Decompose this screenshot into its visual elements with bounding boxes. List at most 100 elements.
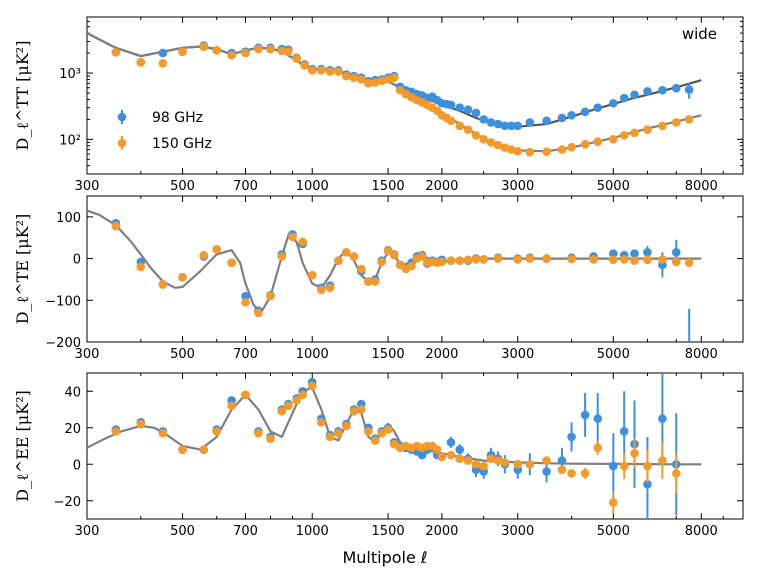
x-tick-label: 3000 — [501, 179, 534, 194]
data-point — [227, 51, 236, 60]
legend-marker — [117, 112, 127, 122]
data-point — [334, 428, 343, 438]
data-point — [241, 298, 250, 307]
data-point — [542, 456, 551, 465]
y-axis-label: D_ℓ^EE [μK²] — [13, 390, 32, 502]
data-point — [437, 452, 447, 462]
x-tick-label: 2000 — [425, 347, 458, 362]
data-point — [580, 469, 590, 478]
data-point — [557, 113, 567, 123]
x-tick-label: 5000 — [597, 347, 630, 362]
data-point — [349, 407, 359, 416]
data-point — [471, 255, 481, 264]
y-tick-label: 40 — [64, 385, 81, 400]
data-point — [136, 262, 146, 272]
data-point — [334, 256, 343, 265]
data-point — [542, 147, 551, 157]
data-point — [609, 98, 618, 108]
data-point — [619, 93, 629, 103]
data-point — [307, 65, 317, 75]
theory-curve — [87, 386, 702, 466]
x-tick-label: 1000 — [296, 524, 329, 539]
data-point — [298, 237, 307, 247]
data-point — [334, 67, 343, 76]
data-point — [342, 421, 351, 431]
data-point — [671, 83, 681, 93]
y-tick-label: −100 — [45, 294, 81, 309]
legend-marker — [117, 138, 127, 148]
data-point — [389, 73, 399, 83]
data-point — [298, 390, 307, 400]
panel-ee: 300 500 700 1000 1500 2000 3000 5000 8000 40 20 0 −2… — [13, 372, 744, 567]
data-point — [136, 419, 146, 429]
data-point — [479, 255, 488, 264]
data-point — [542, 116, 551, 126]
data-point — [254, 44, 263, 54]
data-point — [357, 405, 366, 414]
data-layer — [87, 373, 702, 519]
data-point — [684, 85, 694, 95]
data-point — [446, 450, 456, 460]
data-point — [463, 456, 473, 465]
data-point — [671, 469, 681, 478]
data-point — [364, 427, 373, 436]
data-point — [178, 47, 187, 56]
x-tick-label: 1500 — [372, 347, 405, 362]
data-point — [370, 277, 380, 286]
data-point — [643, 255, 652, 265]
data-point — [446, 100, 456, 110]
data-point — [377, 257, 387, 267]
data-point — [446, 438, 456, 447]
data-point — [542, 467, 551, 476]
data-point — [643, 248, 652, 257]
data-point — [630, 128, 639, 138]
data-layer — [87, 209, 702, 342]
data-point — [389, 250, 399, 260]
data-point — [486, 138, 496, 147]
data-point — [671, 248, 681, 257]
data-layer — [87, 32, 702, 157]
data-point — [658, 85, 667, 95]
x-tick-label: 1500 — [372, 179, 405, 194]
data-point — [455, 256, 465, 265]
legend-label: 150 GHz — [152, 136, 212, 152]
data-point — [471, 459, 481, 469]
data-point — [307, 381, 317, 391]
panel-tt: 300 500 700 1000 1500 2000 3000 5000 8000 10² 10³ D… — [13, 16, 744, 194]
y-tick-label: 10³ — [59, 67, 81, 82]
data-point — [593, 414, 603, 423]
data-point — [507, 121, 516, 131]
data-point — [658, 121, 667, 131]
data-point — [212, 427, 221, 436]
data-point — [178, 445, 187, 454]
data-point — [383, 425, 393, 434]
data-point — [513, 146, 523, 156]
x-tick-label: 300 — [75, 179, 100, 194]
data-point — [513, 255, 523, 264]
data-point — [158, 59, 168, 68]
data-point — [542, 254, 551, 263]
x-tick-label: 8000 — [685, 347, 718, 362]
data-point — [241, 48, 250, 58]
data-point — [630, 256, 639, 265]
y-tick-label: −200 — [45, 336, 81, 351]
plot-frame — [86, 372, 744, 520]
data-point — [377, 428, 387, 438]
data-point — [643, 125, 652, 134]
data-point — [486, 118, 496, 127]
data-point — [266, 44, 275, 54]
data-point — [325, 432, 335, 442]
data-point — [317, 417, 326, 427]
data-point — [609, 461, 618, 471]
x-tick-label: 8000 — [685, 179, 718, 194]
data-point — [463, 105, 473, 114]
data-point — [407, 261, 416, 271]
data-point — [455, 121, 465, 131]
data-point — [525, 147, 535, 157]
x-tick-label: 5000 — [597, 524, 630, 539]
data-point — [500, 458, 510, 467]
data-point — [266, 434, 275, 444]
data-point — [643, 87, 652, 96]
data-point — [525, 118, 535, 127]
data-point — [446, 116, 456, 126]
